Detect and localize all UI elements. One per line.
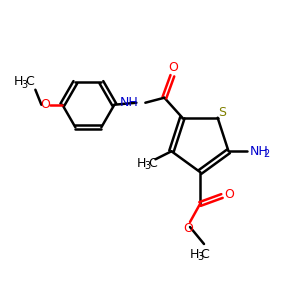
Text: C: C [25,75,34,88]
Text: NH: NH [120,96,138,109]
Text: O: O [224,188,234,200]
Text: H: H [14,75,23,88]
Text: H: H [189,248,199,260]
Text: 2: 2 [263,149,270,159]
Text: O: O [40,98,50,111]
Text: C: C [201,248,209,260]
Text: C: C [148,157,157,170]
Text: O: O [168,61,178,74]
Text: H: H [137,157,146,170]
Text: S: S [218,106,226,119]
Text: NH: NH [250,145,268,158]
Text: 3: 3 [144,161,151,171]
Text: 3: 3 [21,80,27,90]
Text: O: O [183,223,193,236]
Text: 3: 3 [197,252,203,262]
